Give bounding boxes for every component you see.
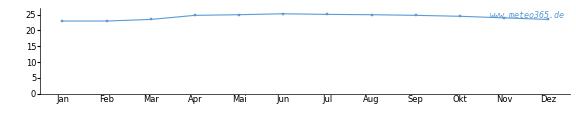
Text: www.meteo365.de: www.meteo365.de — [490, 11, 565, 20]
